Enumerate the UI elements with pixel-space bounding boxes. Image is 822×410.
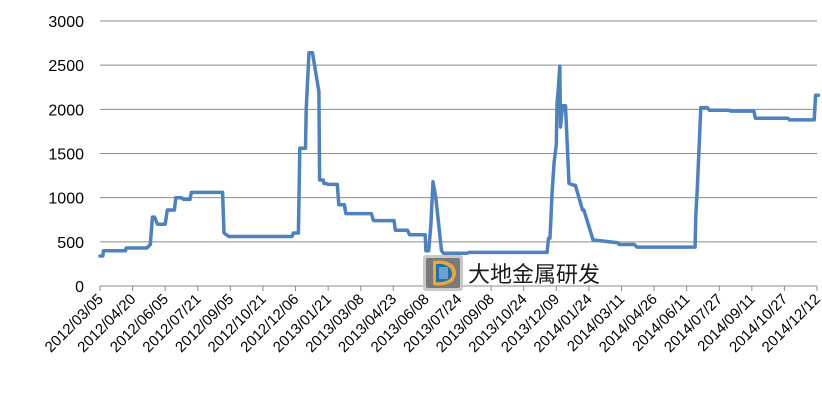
y-tick-label: 0 <box>75 279 84 296</box>
y-tick-label: 1500 <box>48 147 84 164</box>
x-axis: 2012/03/052012/04/202012/06/052012/07/21… <box>42 285 822 356</box>
y-axis: 0 500 1000 1500 2000 2500 3000 <box>48 14 84 296</box>
series-line <box>98 51 821 258</box>
gridlines <box>100 20 817 243</box>
y-tick-label: 1000 <box>48 191 84 208</box>
y-tick-label: 2500 <box>48 58 84 75</box>
watermark: 大地金属研发 <box>423 255 600 291</box>
series-layer <box>98 51 821 258</box>
y-tick-label: 2000 <box>48 102 84 119</box>
y-tick-label: 500 <box>57 235 84 252</box>
dadi-logo-icon <box>423 255 463 291</box>
y-tick-label: 3000 <box>48 14 84 31</box>
watermark-text: 大地金属研发 <box>468 263 600 288</box>
